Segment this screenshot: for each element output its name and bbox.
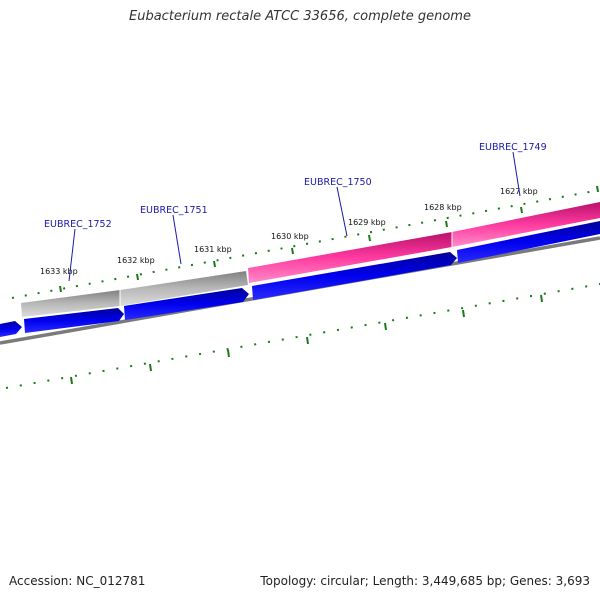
major-tick	[384, 322, 387, 331]
scale-label: 1631 kbp	[194, 245, 232, 254]
gene-labels: EUBREC_1752 EUBREC_1751 EUBREC_1750 EUBR…	[44, 142, 547, 282]
major-tick	[149, 363, 152, 372]
gene-forward-3[interactable]	[252, 252, 457, 300]
gene-EUBREC-1751[interactable]	[120, 271, 248, 306]
major-tick	[59, 285, 62, 293]
major-tick	[540, 294, 543, 303]
gene-leader-line	[336, 186, 348, 237]
gene-label-eubrec-1750[interactable]: EUBREC_1750	[304, 177, 372, 188]
major-tick	[445, 220, 448, 228]
scale-label: 1630 kbp	[271, 232, 309, 241]
forward-strand-track	[0, 221, 600, 337]
gene-label-eubrec-1751[interactable]: EUBREC_1751	[140, 205, 208, 216]
major-ticks-inner	[70, 294, 543, 385]
gene-leader-line	[172, 214, 182, 265]
gene-forward-2[interactable]	[124, 288, 249, 320]
scale-label: 1628 kbp	[424, 203, 462, 212]
gene-label-eubrec-1749[interactable]: EUBREC_1749	[479, 142, 547, 153]
accession-text: Accession: NC_012781	[9, 574, 146, 588]
major-ticks-outer	[59, 185, 599, 293]
major-tick	[291, 247, 294, 255]
gene-forward-4[interactable]	[457, 221, 600, 263]
scale-label: 1633 kbp	[40, 267, 78, 276]
gene-EUBREC-1750[interactable]	[248, 232, 452, 283]
major-tick	[227, 349, 230, 358]
major-tick	[213, 260, 216, 268]
major-tick	[70, 376, 73, 385]
page-title: Eubacterium rectale ATCC 33656, complete…	[129, 9, 471, 24]
genome-info-text: Topology: circular; Length: 3,449,685 bp…	[260, 574, 590, 588]
gene-label-eubrec-1752[interactable]: EUBREC_1752	[44, 219, 112, 230]
major-tick	[520, 206, 523, 214]
gene-leader-line	[512, 151, 521, 197]
major-tick	[136, 273, 139, 281]
gene-forward-1[interactable]	[24, 308, 124, 333]
reverse-strand-track	[21, 202, 600, 317]
gene-EUBREC-1749[interactable]	[452, 202, 600, 247]
major-tick	[596, 185, 599, 193]
major-tick	[462, 309, 465, 318]
gene-EUBREC-1752[interactable]	[21, 290, 120, 317]
scale-label: 1632 kbp	[117, 256, 155, 265]
scale-label: 1629 kbp	[348, 218, 386, 227]
major-tick	[306, 336, 309, 345]
gene-forward-left[interactable]	[0, 321, 22, 337]
gene-leader-line	[68, 228, 76, 282]
major-tick	[368, 234, 371, 242]
